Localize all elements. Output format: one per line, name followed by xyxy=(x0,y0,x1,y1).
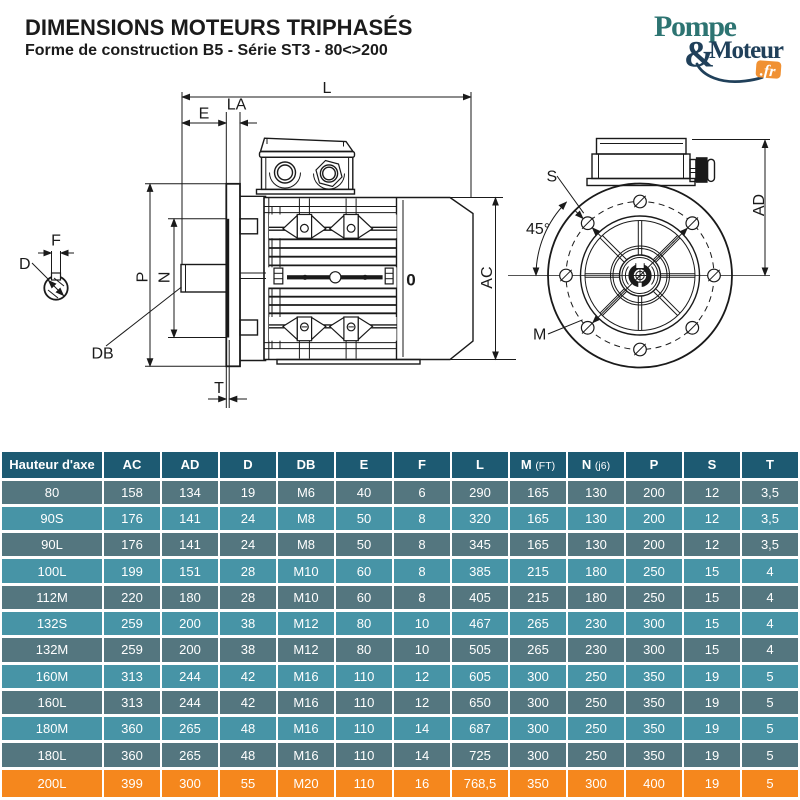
svg-text:0: 0 xyxy=(406,271,415,290)
svg-text:D: D xyxy=(19,256,31,273)
svg-text:Moteur: Moteur xyxy=(709,37,784,64)
svg-text:45°: 45° xyxy=(526,221,550,238)
svg-text:DB: DB xyxy=(92,346,114,363)
svg-text:AC: AC xyxy=(479,266,496,288)
svg-text:P: P xyxy=(135,272,152,283)
svg-text:LA: LA xyxy=(227,97,247,114)
svg-text:N: N xyxy=(156,272,173,284)
svg-text:F: F xyxy=(51,233,61,250)
svg-text:T: T xyxy=(214,380,224,397)
svg-text:M: M xyxy=(533,327,546,344)
svg-text:S: S xyxy=(547,169,558,186)
svg-text:L: L xyxy=(323,80,332,97)
svg-text:E: E xyxy=(199,106,210,123)
svg-text:Pompe: Pompe xyxy=(654,10,737,43)
svg-text:AD: AD xyxy=(751,194,768,216)
svg-text:.fr: .fr xyxy=(759,62,776,80)
